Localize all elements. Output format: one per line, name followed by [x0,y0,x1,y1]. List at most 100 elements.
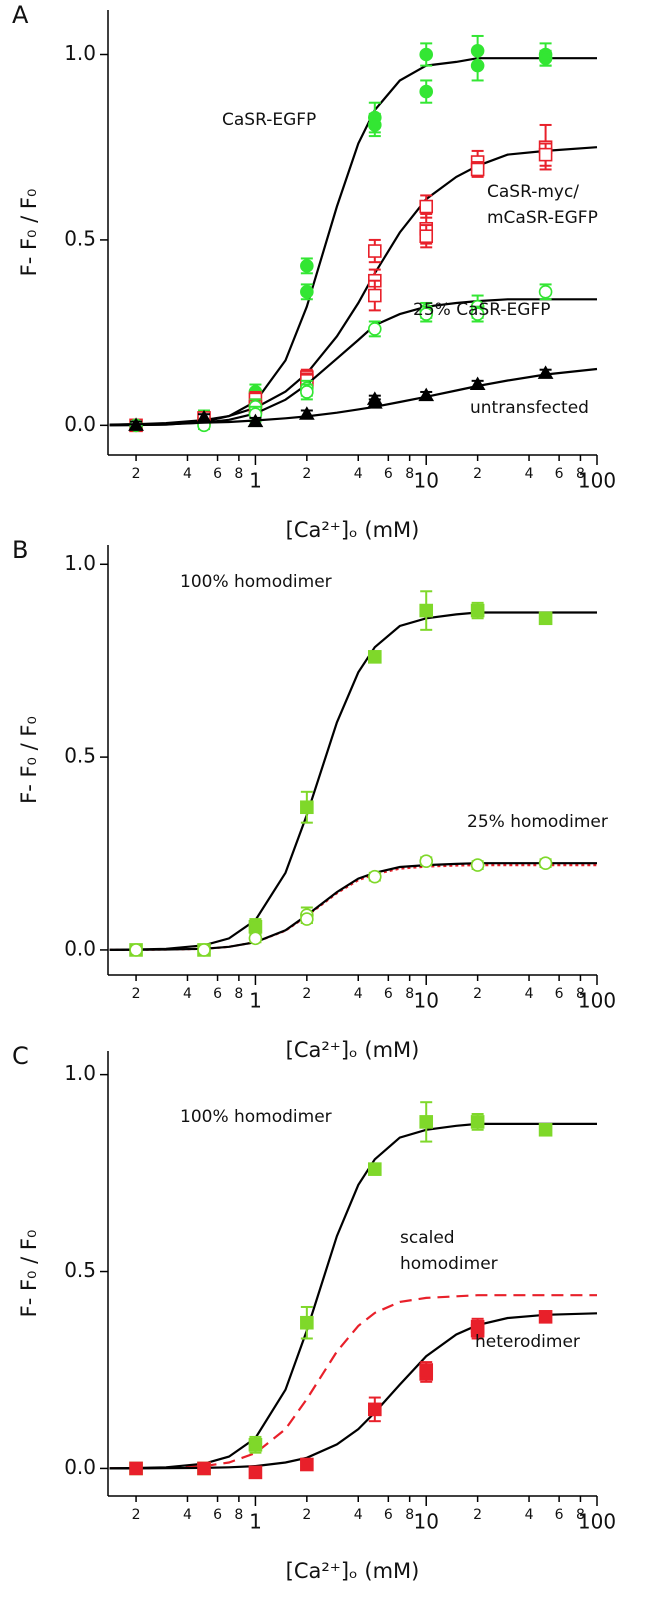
series-label: 25% homodimer [467,812,608,832]
x-tick-label: 2 [302,466,311,482]
x-tick-label: 6 [384,986,393,1002]
data-point [470,603,485,618]
x-tick-label: 4 [183,466,192,482]
data-point [419,603,434,618]
y-axis-label: F- F₀ / F₀ [17,716,41,804]
x-tick-label: 8 [234,986,243,1002]
x-axis-label: [Ca²⁺]ₒ (mM) [286,1038,420,1062]
x-tick-label: 6 [384,466,393,482]
x-tick-label: 8 [576,986,585,1002]
x-tick-label: 10 [413,989,438,1013]
x-tick-label: 4 [354,986,363,1002]
x-tick-label: 8 [405,1507,414,1523]
x-tick-label: 2 [473,1507,482,1523]
y-axis-label: F- F₀ / F₀ [17,189,41,277]
series-label: heterodimer [475,1332,580,1352]
x-tick-label: 2 [132,986,141,1002]
data-point [470,858,485,872]
data-point [247,413,264,428]
data-point [537,365,554,379]
data-point [470,58,485,73]
data-point [538,285,553,299]
data-point [419,1363,434,1377]
data-point [538,611,553,626]
data-point [197,1461,211,1476]
data-point [368,288,382,303]
data-point [419,229,434,244]
data-point [470,162,485,177]
series-label: 25% CaSR-EGFP [413,300,550,320]
data-point [368,1162,382,1176]
data-point [300,259,314,273]
x-tick-label: 1 [249,989,262,1013]
data-point [538,51,553,66]
x-tick-label: 100 [578,989,616,1013]
y-tick-label: 1.0 [64,551,96,575]
x-tick-label: 100 [578,1510,616,1534]
panel-label: A [12,1,29,29]
data-point [368,650,382,664]
x-tick-label: 2 [473,466,482,482]
x-tick-label: 8 [405,986,414,1002]
data-point [300,285,314,299]
x-axis-label: [Ca²⁺]ₒ (mM) [286,1559,420,1583]
x-tick-label: 6 [384,1507,393,1523]
data-point [300,1457,314,1472]
data-point [248,919,263,934]
data-point [300,800,314,815]
y-tick-label: 0.5 [64,744,96,768]
y-tick-label: 1.0 [64,1061,96,1085]
series-label: untransfected [470,398,589,418]
x-tick-label: 1 [249,1510,262,1534]
x-axis-label: [Ca²⁺]ₒ (mM) [286,518,420,542]
data-point [129,943,143,957]
x-tick-label: 2 [132,1507,141,1523]
data-point [197,943,211,957]
data-point [368,118,382,132]
data-point [300,912,314,926]
x-tick-label: 4 [525,986,534,1002]
x-tick-label: 6 [213,466,222,482]
x-tick-label: 10 [413,469,438,493]
x-tick-label: 100 [578,469,616,493]
data-point [419,84,434,99]
series-label: 100% homodimer [180,1107,332,1127]
y-axis-label: F- F₀ / F₀ [17,1230,41,1318]
series-label: CaSR-myc/mCaSR-EGFP [487,182,598,228]
y-tick-label: 0.5 [64,226,96,250]
y-tick-label: 0.0 [64,936,96,960]
x-tick-label: 4 [525,1507,534,1523]
series-label: 100% homodimer [180,572,332,592]
data-point [470,307,485,321]
data-point [248,1438,263,1452]
x-tick-label: 2 [302,1507,311,1523]
x-tick-label: 6 [213,986,222,1002]
data-point [419,1115,434,1129]
data-point [368,322,382,336]
x-tick-label: 8 [576,1507,585,1523]
data-point [298,406,315,420]
data-point [538,856,553,870]
curve-label: scaled homodimer [400,1228,498,1274]
x-tick-label: 4 [525,466,534,482]
data-point [248,931,263,946]
x-tick-label: 8 [405,466,414,482]
data-point [366,395,383,409]
data-point [538,1122,553,1137]
x-tick-label: 8 [234,1507,243,1523]
y-tick-label: 1.0 [64,41,96,65]
data-point [470,1323,485,1338]
data-point [196,409,212,424]
y-tick-label: 0.0 [64,1455,96,1479]
x-tick-label: 4 [183,986,192,1002]
data-point [419,199,434,214]
panel-label: C [12,1042,29,1070]
x-tick-label: 2 [132,466,141,482]
data-point [538,1310,553,1324]
fit-curve [109,57,597,427]
data-point [368,244,382,258]
x-tick-label: 6 [213,1507,222,1523]
x-tick-label: 6 [555,986,564,1002]
